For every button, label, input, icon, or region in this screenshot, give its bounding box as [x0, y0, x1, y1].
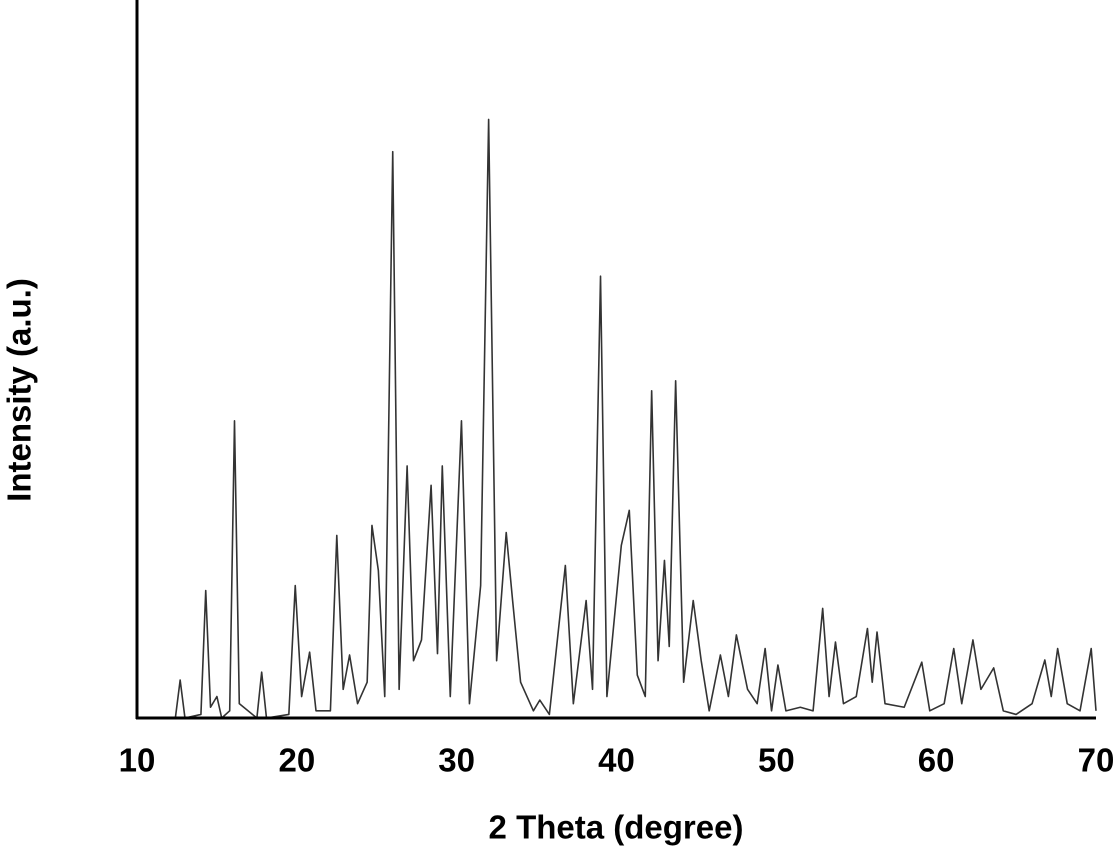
x-tick-label: 30: [438, 742, 475, 779]
xrd-line: [137, 118, 1097, 719]
x-tick-label: 60: [918, 742, 955, 779]
x-tick-label: 10: [119, 742, 156, 779]
x-axis-label: 2 Theta (degree): [489, 809, 744, 846]
x-tick-label: 40: [598, 742, 635, 779]
x-tick-label: 50: [758, 742, 795, 779]
y-axis-label: Intensity (a.u.): [1, 278, 38, 502]
x-tick-label: 20: [278, 742, 315, 779]
x-tick-label: 70: [1078, 742, 1115, 779]
